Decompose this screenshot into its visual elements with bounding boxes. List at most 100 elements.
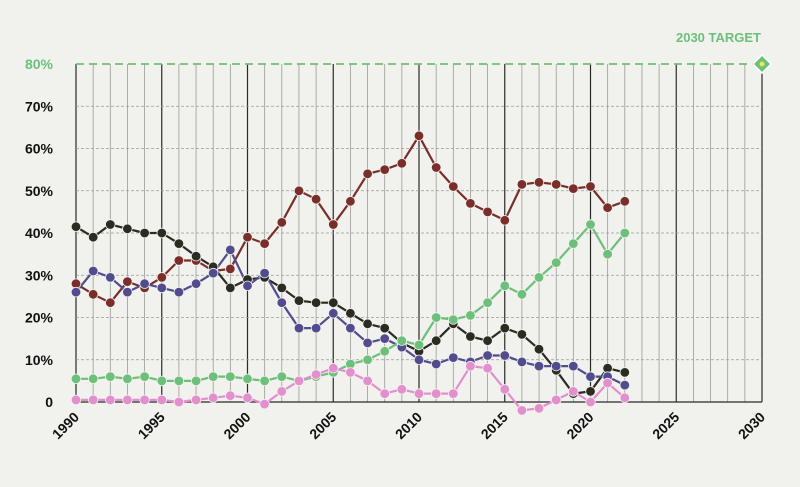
data-point <box>207 371 219 382</box>
data-point <box>499 350 511 361</box>
data-point <box>173 286 185 298</box>
x-tick-label: 1995 <box>135 409 168 442</box>
x-tick-label: 2005 <box>306 409 339 442</box>
data-point <box>431 162 442 173</box>
data-point <box>431 388 442 399</box>
data-point <box>362 375 373 387</box>
x-tick-label: 2030 <box>735 409 768 442</box>
data-point <box>122 223 133 235</box>
y-tick-label: 10% <box>25 352 54 368</box>
data-point <box>105 394 116 406</box>
data-point <box>362 354 373 366</box>
data-point <box>448 388 459 399</box>
data-point <box>190 251 202 262</box>
data-point <box>156 375 168 387</box>
target-group: 2030 TARGET <box>76 30 773 75</box>
data-point <box>190 394 202 406</box>
data-point <box>413 354 425 366</box>
data-point <box>465 360 476 372</box>
data-point <box>533 272 545 283</box>
data-point <box>448 314 459 325</box>
data-point <box>87 265 99 277</box>
y-tick-label: 60% <box>25 141 54 157</box>
data-point <box>533 344 545 355</box>
data-point <box>139 371 150 382</box>
data-point <box>139 227 150 239</box>
data-point <box>413 388 425 399</box>
data-point <box>499 384 511 395</box>
data-point <box>242 392 253 404</box>
y-tick-label: 30% <box>25 267 54 283</box>
data-point <box>431 335 442 346</box>
data-point <box>396 335 408 346</box>
x-tick-label: 2020 <box>563 409 596 442</box>
data-point <box>413 339 425 351</box>
data-point <box>362 168 373 180</box>
y-tick-label: 40% <box>25 225 54 241</box>
data-point <box>516 179 528 190</box>
data-point <box>190 375 202 387</box>
data-point <box>173 396 185 408</box>
data-point <box>156 282 168 294</box>
data-point <box>276 297 288 308</box>
data-point <box>122 286 133 298</box>
data-point <box>619 367 631 378</box>
data-point <box>551 179 562 190</box>
data-point <box>105 219 116 230</box>
data-point <box>122 373 133 385</box>
y-tick-label: 0 <box>45 394 53 410</box>
data-point <box>396 158 408 169</box>
data-point <box>225 282 236 294</box>
data-point <box>310 322 322 334</box>
grid <box>75 64 763 403</box>
data-point <box>190 278 202 289</box>
x-tick-label: 2015 <box>478 409 511 442</box>
data-point <box>379 346 390 357</box>
data-point <box>585 181 596 192</box>
data-point <box>259 267 270 279</box>
data-point <box>465 310 476 321</box>
data-point <box>87 394 99 406</box>
data-point <box>156 394 168 406</box>
x-tick-label: 2025 <box>649 409 682 442</box>
data-point <box>156 227 168 239</box>
data-point <box>551 360 562 372</box>
data-point <box>448 181 459 192</box>
data-point <box>328 297 339 308</box>
data-point <box>70 286 82 298</box>
data-point <box>105 272 116 283</box>
data-point <box>70 394 82 406</box>
data-point <box>499 322 511 334</box>
data-point <box>533 403 545 414</box>
data-point <box>259 238 270 249</box>
data-point <box>585 396 596 408</box>
data-point <box>619 196 631 207</box>
data-point <box>276 386 288 397</box>
data-point <box>465 198 476 209</box>
x-tick-label: 1990 <box>49 409 82 442</box>
target-label: 2030 TARGET <box>676 30 761 45</box>
data-point <box>225 244 236 256</box>
data-point <box>602 202 613 213</box>
data-point <box>585 219 596 230</box>
data-point <box>482 297 493 308</box>
data-point <box>87 231 99 243</box>
y-tick-label: 80% <box>25 56 54 72</box>
data-point <box>225 390 236 401</box>
data-point <box>448 352 459 363</box>
data-point <box>619 379 631 391</box>
data-point <box>345 322 356 334</box>
data-point <box>551 257 562 268</box>
data-point <box>379 388 390 399</box>
data-point <box>585 371 596 382</box>
data-point <box>328 219 339 230</box>
y-axis: 0 10% 20% 30% 40% 50% 60% 70% 80% <box>25 56 54 410</box>
data-point <box>105 371 116 382</box>
data-point <box>345 196 356 207</box>
data-point <box>259 375 270 387</box>
x-tick-label: 2010 <box>392 409 425 442</box>
data-point <box>465 331 476 342</box>
data-point <box>242 280 253 292</box>
data-point <box>619 392 631 404</box>
